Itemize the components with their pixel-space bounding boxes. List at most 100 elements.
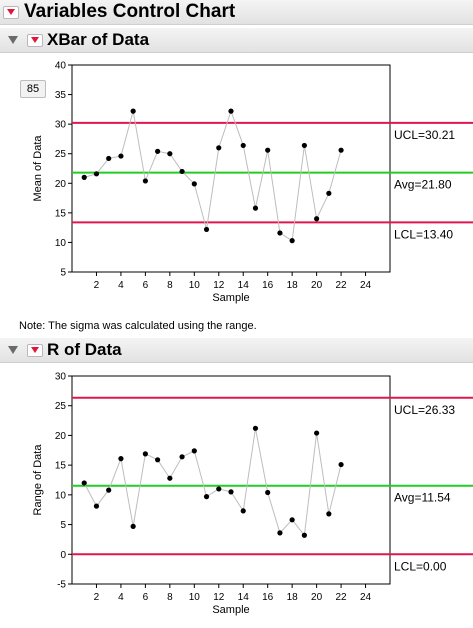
xbar-x-tick-label: 18	[287, 280, 299, 291]
r-data-point	[289, 517, 295, 523]
xbar-data-point	[289, 238, 295, 244]
r-x-tick-label: 8	[167, 592, 173, 603]
xbar-y-tick-label: 15	[55, 208, 67, 219]
sigma-note: Note: The sigma was calculated using the…	[19, 320, 257, 332]
r-section-header: R of Data	[0, 338, 473, 363]
xbar-x-tick-label: 6	[143, 280, 149, 291]
r-data-point	[179, 454, 185, 460]
r-section-title: R of Data	[47, 340, 122, 359]
xbar-section-header: XBar of Data	[0, 28, 473, 53]
xbar-y-tick-label: 30	[55, 120, 67, 131]
r-data-point	[252, 425, 259, 431]
r-y-tick-label: -5	[57, 580, 66, 591]
r-x-tick-label: 10	[189, 592, 201, 603]
r-y-tick-label: 10	[55, 490, 67, 501]
xbar-data-point	[142, 178, 148, 184]
report-title: Variables Control Chart	[24, 1, 236, 22]
disclosure-triangle-icon[interactable]	[8, 346, 18, 354]
xbar-data-point	[240, 142, 246, 149]
r-x-tick-label: 2	[94, 592, 100, 603]
r-lcl-label: LCL=0.00	[394, 559, 447, 573]
xbar-x-tick-label: 24	[360, 280, 372, 291]
xbar-x-tick-label: 2	[94, 280, 100, 291]
xbar-y-tick-label: 10	[55, 238, 67, 249]
r-ucl-label: UCL=26.33	[394, 403, 455, 417]
xbar-data-point	[191, 181, 197, 187]
xbar-data-point	[326, 190, 332, 196]
xbar-data-point	[228, 108, 234, 114]
xbar-y-tick-label: 40	[55, 61, 67, 72]
xbar-x-tick-label: 4	[118, 280, 124, 291]
r-data-point	[81, 480, 87, 486]
r-data-point	[93, 503, 100, 509]
r-x-tick-label: 22	[336, 592, 348, 603]
xbar-x-tick-label: 16	[262, 280, 274, 291]
xbar-data-point	[277, 230, 283, 236]
xbar-data-point	[167, 151, 173, 157]
disclosure-triangle-icon[interactable]	[8, 36, 18, 44]
r-red-triangle-menu-button[interactable]	[27, 343, 43, 357]
r-data-point	[142, 451, 148, 457]
r-y-axis-label: Range of Data	[32, 444, 44, 516]
r-x-tick-label: 4	[118, 592, 124, 603]
r-data-point	[338, 461, 344, 468]
red-triangle-icon	[31, 347, 39, 353]
r-data-point	[265, 489, 271, 496]
red-triangle-icon	[7, 9, 15, 15]
xbar-x-tick-label: 20	[311, 280, 323, 291]
xbar-series-line	[84, 109, 342, 242]
xbar-data-point	[106, 155, 112, 162]
xbar-data-point	[338, 147, 344, 153]
red-triangle-menu-button[interactable]	[3, 5, 19, 19]
xbar-data-point	[93, 171, 100, 177]
r-data-point	[191, 448, 197, 454]
xbar-x-tick-label: 12	[213, 280, 225, 291]
r-data-point	[277, 530, 283, 536]
r-data-point	[118, 456, 124, 462]
r-x-tick-label: 18	[287, 592, 299, 603]
r-data-point	[167, 475, 173, 481]
xbar-y-tick-label: 20	[55, 179, 67, 190]
r-y-tick-label: 30	[55, 372, 67, 383]
xbar-avg-label: Avg=21.80	[394, 178, 452, 192]
r-x-tick-label: 6	[143, 592, 149, 603]
r-y-tick-label: 20	[55, 431, 67, 442]
r-series-line	[83, 428, 342, 537]
xbar-data-point	[252, 205, 259, 211]
xbar-x-tick-label: 10	[189, 280, 201, 291]
xbar-data-point	[118, 153, 124, 159]
r-y-tick-label: 25	[55, 401, 67, 412]
xbar-red-triangle-menu-button[interactable]	[27, 33, 43, 47]
r-data-point	[314, 430, 320, 436]
r-data-point	[301, 532, 307, 538]
r-x-tick-label: 20	[311, 592, 323, 603]
r-data-point	[130, 523, 136, 529]
r-data-point	[203, 494, 210, 500]
r-data-point	[240, 508, 246, 514]
report-header: Variables Control Chart	[0, 0, 473, 25]
xbar-data-point	[301, 142, 307, 149]
r-x-tick-label: 16	[262, 592, 274, 603]
xbar-x-tick-label: 8	[167, 280, 173, 291]
xbar-x-tick-label: 22	[336, 280, 348, 291]
xbar-data-point	[203, 226, 210, 233]
r-x-tick-label: 24	[360, 592, 372, 603]
xbar-data-point	[216, 145, 222, 151]
xbar-data-point	[81, 174, 87, 180]
xbar-plot-frame	[71, 64, 391, 273]
xbar-lcl-label: LCL=13.40	[394, 227, 453, 241]
xbar-y-axis-label: Mean of Data	[32, 135, 44, 202]
r-y-tick-label: 0	[60, 550, 66, 561]
r-x-axis-label: Sample	[212, 604, 249, 616]
xbar-y-tick-label: 25	[55, 149, 67, 160]
r-x-tick-label: 12	[213, 592, 225, 603]
subgroup-size-badge[interactable]: 85	[20, 80, 46, 98]
xbar-section-title: XBar of Data	[47, 30, 150, 49]
r-plot-frame	[71, 375, 391, 585]
xbar-data-point	[155, 148, 161, 154]
xbar-data-point	[130, 108, 136, 114]
r-data-point	[228, 489, 234, 495]
xbar-ucl-label: UCL=30.21	[394, 128, 455, 142]
